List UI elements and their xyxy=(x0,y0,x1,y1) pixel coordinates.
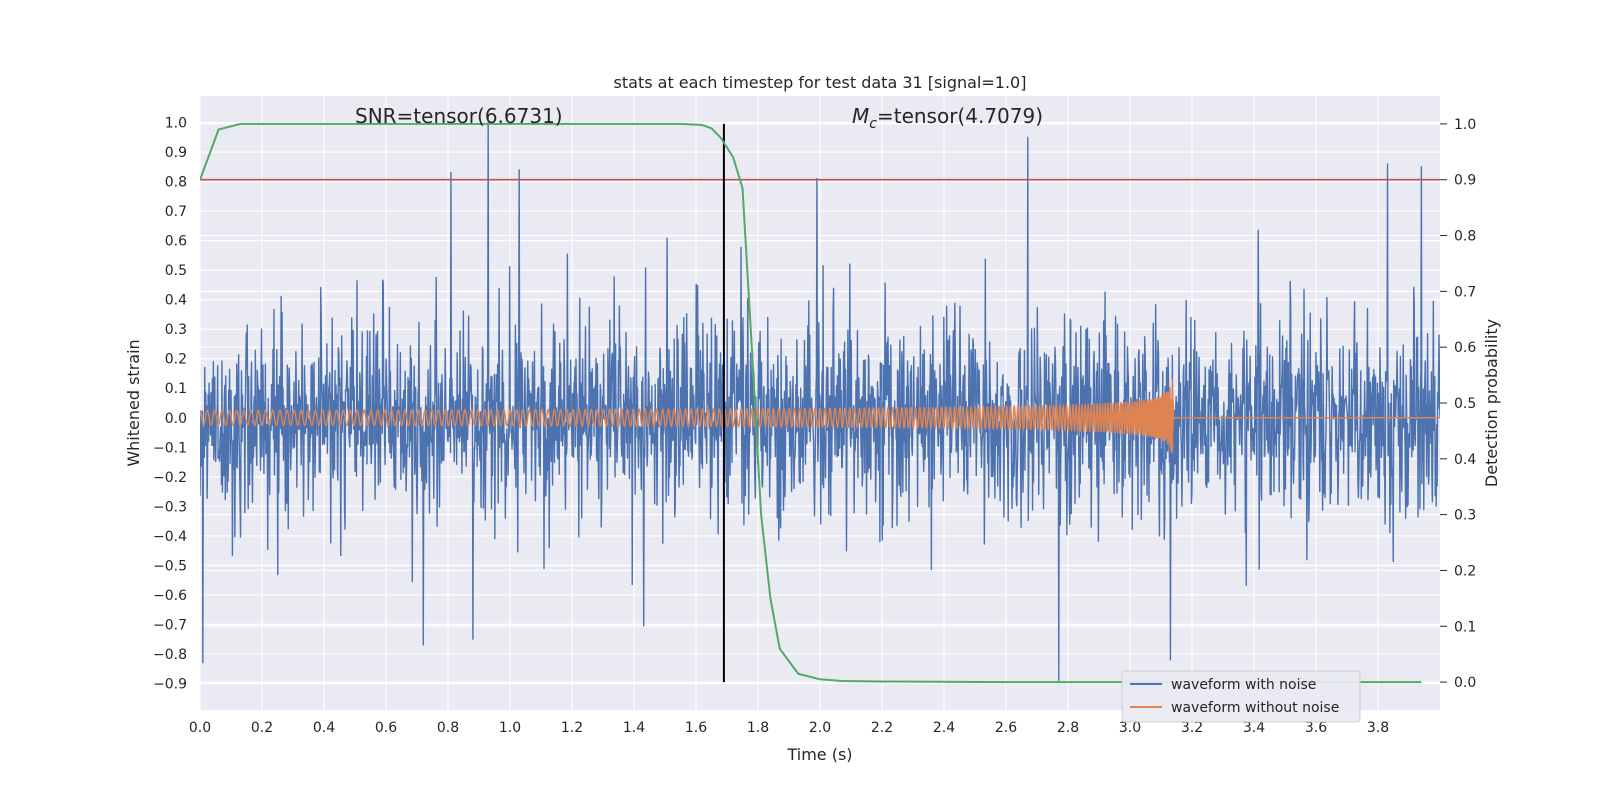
x-tick-label: 1.2 xyxy=(561,720,583,736)
mc-subscript: c xyxy=(869,116,877,132)
chart-title: stats at each timestep for test data 31 … xyxy=(614,73,1027,92)
plot-area xyxy=(200,121,1440,684)
series-layer xyxy=(200,121,1440,684)
y-right-tick-label: 0.5 xyxy=(1454,396,1476,412)
y-left-tick-label: 0.8 xyxy=(165,175,187,191)
y-left-tick-label: 0.6 xyxy=(165,234,187,250)
mc-symbol: M xyxy=(852,104,869,128)
y-left-tick-label: −0.4 xyxy=(153,529,187,545)
y-left-tick-label: 0.0 xyxy=(165,411,187,427)
y-left-tick-label: 0.7 xyxy=(165,204,187,220)
y-left-axis-title: Whitened strain xyxy=(124,339,143,466)
x-tick-label: 1.4 xyxy=(623,720,645,736)
x-tick-label: 1.0 xyxy=(499,720,521,736)
x-tick-label: 2.2 xyxy=(871,720,893,736)
mc-value: =tensor(4.7079) xyxy=(877,104,1043,128)
x-tick-label: 0.4 xyxy=(313,720,335,736)
x-tick-label: 2.6 xyxy=(995,720,1017,736)
x-tick-label: 3.6 xyxy=(1305,720,1327,736)
x-tick-label: 0.2 xyxy=(251,720,273,736)
x-tick-label: 2.8 xyxy=(1057,720,1079,736)
legend-label-noise: waveform with noise xyxy=(1171,677,1316,693)
y-left-tick-label: −0.5 xyxy=(153,558,187,574)
tick-layer: 0.0 0.2 0.4 0.6 0.8 1.0 1.2 1.4 1.6 1.8 2.0 2.2 2.4 2… xyxy=(153,116,1476,736)
y-left-tick-label: 0.3 xyxy=(165,322,187,338)
legend-box xyxy=(1121,670,1361,723)
y-left-tick-label: 1.0 xyxy=(165,116,187,132)
x-tick-label: 3.4 xyxy=(1243,720,1265,736)
y-right-tick-label: 0.2 xyxy=(1454,563,1476,579)
y-right-tick-label: 0.1 xyxy=(1454,619,1476,635)
y-right-tick-label: 0.8 xyxy=(1454,229,1476,245)
x-tick-label: 2.4 xyxy=(933,720,955,736)
y-right-tick-label: 0.6 xyxy=(1454,340,1476,356)
x-tick-label: 3.2 xyxy=(1181,720,1203,736)
y-right-axis-title: Detection probability xyxy=(1482,319,1501,487)
y-right-tick-label: 0.7 xyxy=(1454,284,1476,300)
x-tick-label: 2.0 xyxy=(809,720,831,736)
series-detection-probability xyxy=(200,122,1422,684)
y-left-tick-label: −0.9 xyxy=(153,676,187,692)
y-right-tick-label: 0.9 xyxy=(1454,173,1476,189)
y-left-tick-label: 0.1 xyxy=(165,381,187,397)
y-right-tick-label: 1.0 xyxy=(1454,117,1476,133)
y-left-tick-label: −0.1 xyxy=(153,440,187,456)
y-left-tick-label: −0.8 xyxy=(153,647,187,663)
legend: waveform with noise waveform without noi… xyxy=(1121,670,1361,723)
x-tick-label: 1.6 xyxy=(685,720,707,736)
x-tick-label: 3.0 xyxy=(1119,720,1141,736)
y-left-tick-label: −0.7 xyxy=(153,617,187,633)
mc-annotation: Mc=tensor(4.7079) xyxy=(852,104,1043,132)
y-right-tick-label: 0.0 xyxy=(1454,675,1476,691)
y-left-tick-label: −0.3 xyxy=(153,499,187,515)
series-waveform-without-noise xyxy=(200,378,1440,454)
y-left-tick-label: 0.5 xyxy=(165,263,187,279)
y-left-tick-label: 0.9 xyxy=(165,145,187,161)
x-axis-title: Time (s) xyxy=(786,745,852,764)
x-tick-label: 3.8 xyxy=(1367,720,1389,736)
y-left-tick-label: −0.2 xyxy=(153,470,187,486)
y-left-tick-label: −0.6 xyxy=(153,588,187,604)
x-tick-label: 0.8 xyxy=(437,720,459,736)
x-tick-label: 0.0 xyxy=(189,720,211,736)
y-right-tick-label: 0.4 xyxy=(1454,452,1476,468)
series-waveform-with-noise xyxy=(200,121,1440,682)
x-tick-label: 1.8 xyxy=(747,720,769,736)
legend-label-clean: waveform without noise xyxy=(1171,700,1339,716)
x-tick-label: 0.6 xyxy=(375,720,397,736)
y-right-tick-label: 0.3 xyxy=(1454,508,1476,524)
snr-annotation: SNR=tensor(6.6731) xyxy=(355,104,563,128)
y-left-tick-label: 0.4 xyxy=(165,293,187,309)
y-left-tick-label: 0.2 xyxy=(165,352,187,368)
